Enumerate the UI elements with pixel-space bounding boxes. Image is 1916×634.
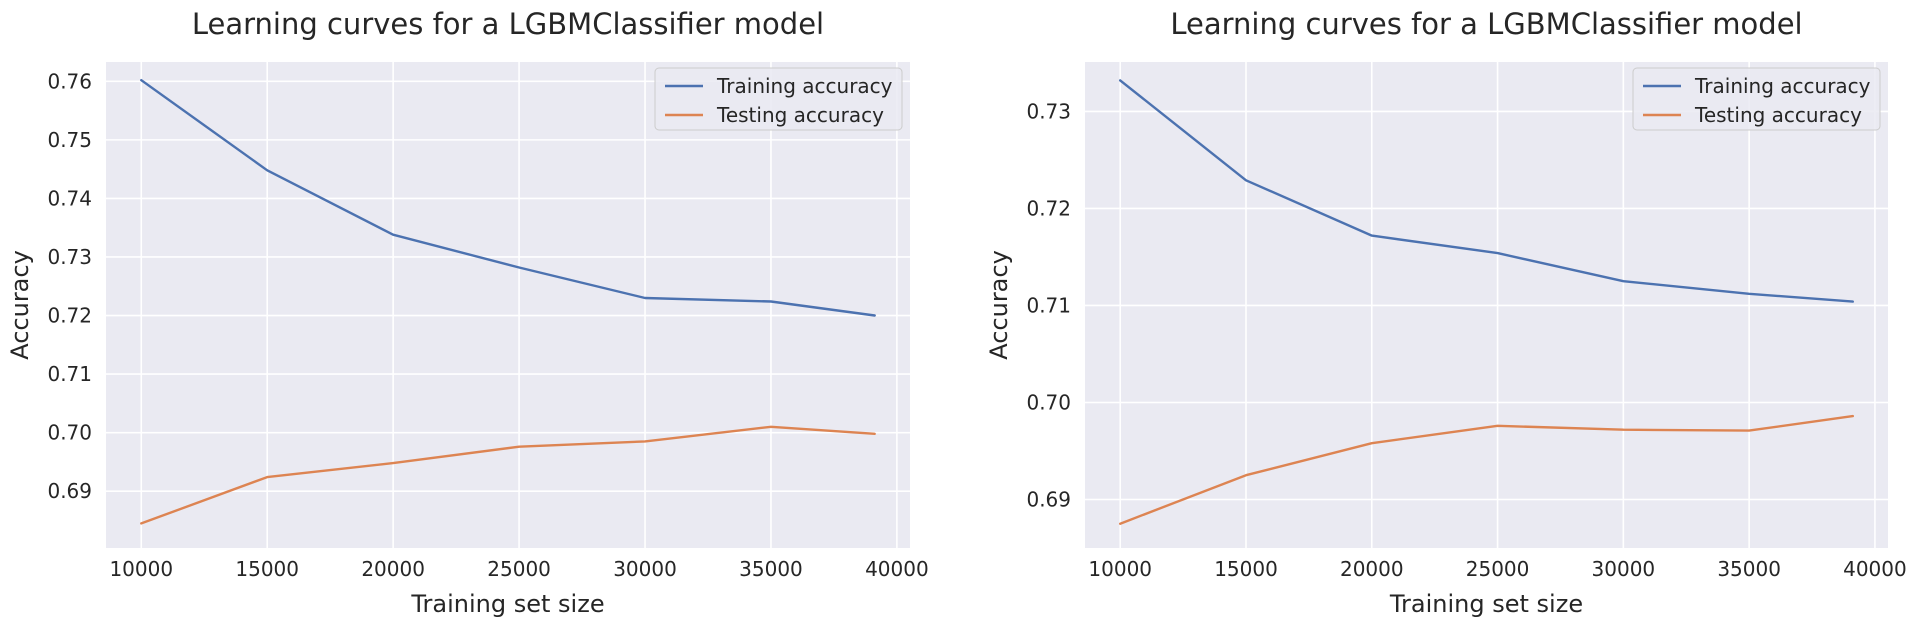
x-tick-label: 30000 bbox=[613, 557, 677, 581]
legend-label-training: Training accuracy bbox=[1694, 74, 1871, 98]
x-tick-label: 15000 bbox=[235, 557, 299, 581]
chart-panel-2: 10000 15000 20000 25000 30000 35000 40000 0.69 0… bbox=[985, 7, 1907, 618]
y-tick-label: 0.71 bbox=[47, 362, 92, 386]
x-tick-label: 30000 bbox=[1592, 557, 1656, 581]
series-line-training bbox=[1118, 79, 1855, 303]
y-tick-label: 0.74 bbox=[47, 186, 92, 210]
x-tick-label: 35000 bbox=[739, 557, 803, 581]
y-tick-label: 0.76 bbox=[47, 69, 92, 93]
y-tick-label: 0.70 bbox=[1026, 390, 1071, 414]
y-tick-label: 0.73 bbox=[1026, 99, 1071, 123]
y-tick-label: 0.73 bbox=[47, 245, 92, 269]
y-tick-label: 0.69 bbox=[1026, 487, 1071, 511]
x-tick-label: 10000 bbox=[1088, 557, 1152, 581]
y-tick-label: 0.71 bbox=[1026, 293, 1071, 317]
legend: Training accuracy Testing accuracy bbox=[654, 67, 903, 131]
plot-area bbox=[106, 62, 910, 548]
chart-panel-1: 10000 15000 20000 25000 30000 35000 40000 0.69 0… bbox=[6, 7, 929, 618]
legend-box bbox=[654, 67, 903, 131]
y-tick-label: 0.72 bbox=[47, 304, 92, 328]
y-tick-label: 0.70 bbox=[47, 421, 92, 445]
y-axis-label: Accuracy bbox=[6, 250, 34, 360]
legend-box bbox=[1632, 67, 1881, 131]
x-tick-label: 40000 bbox=[1843, 557, 1907, 581]
x-axis-label: Training set size bbox=[1389, 590, 1583, 618]
legend-label-training: Training accuracy bbox=[716, 74, 893, 98]
y-axis-label: Accuracy bbox=[985, 250, 1013, 360]
y-tick-label: 0.72 bbox=[1026, 196, 1071, 220]
legend-label-testing: Testing accuracy bbox=[1694, 103, 1862, 127]
series-line-training bbox=[140, 78, 876, 317]
x-tick-label: 25000 bbox=[1466, 557, 1530, 581]
legend-label-testing: Testing accuracy bbox=[716, 103, 884, 127]
x-axis-label: Training set size bbox=[410, 590, 604, 618]
series-line-testing bbox=[1118, 414, 1855, 525]
x-tick-label: 25000 bbox=[487, 557, 551, 581]
y-tick-label: 0.69 bbox=[47, 479, 92, 503]
x-tick-label: 20000 bbox=[1340, 557, 1404, 581]
x-tick-label: 40000 bbox=[865, 557, 929, 581]
y-tick-label: 0.75 bbox=[47, 128, 92, 152]
x-tick-label: 35000 bbox=[1717, 557, 1781, 581]
chart-title: Learning curves for a LGBMClassifier mod… bbox=[1170, 7, 1802, 41]
x-tick-label: 20000 bbox=[361, 557, 425, 581]
legend: Training accuracy Testing accuracy bbox=[1632, 67, 1881, 131]
series-line-testing bbox=[140, 425, 876, 525]
x-tick-label: 10000 bbox=[109, 557, 173, 581]
x-tick-label: 15000 bbox=[1214, 557, 1278, 581]
chart-title: Learning curves for a LGBMClassifier mod… bbox=[192, 7, 824, 41]
